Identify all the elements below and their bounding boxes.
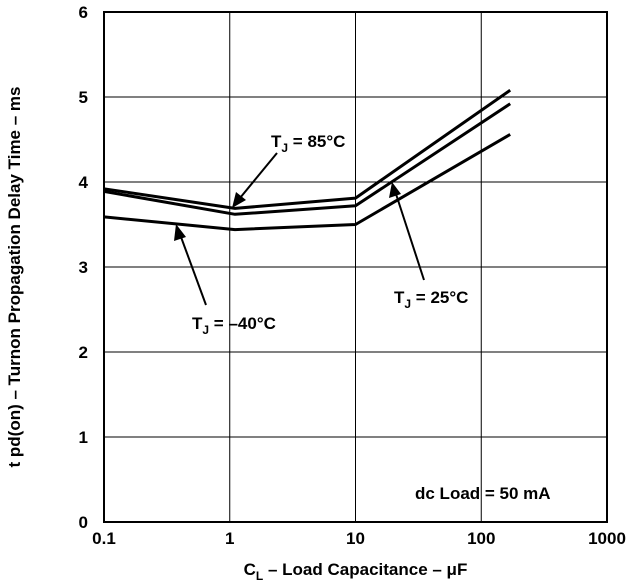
x-tick-label: 1 xyxy=(225,529,234,548)
x-tick-label: 100 xyxy=(467,529,495,548)
arrow-tj-85-head xyxy=(232,192,246,208)
x-axis-title-sub: L xyxy=(256,569,263,582)
y-axis-title: t pd(on) – Turnon Propagation Delay Time… xyxy=(5,87,24,468)
arrow-tj-minus-40-line xyxy=(180,236,207,306)
annotations: TJ = 85°C TJ = 25°C TJ = –40°C dc Load =… xyxy=(174,132,551,503)
annotation-tj-25: TJ = 25°C xyxy=(394,288,468,311)
plot-frame xyxy=(103,11,608,523)
x-axis-title-rest: – Load Capacitance – μF xyxy=(263,560,467,579)
series-line-2 xyxy=(103,133,511,232)
x-tick-label: 1000 xyxy=(588,529,626,548)
y-tick-label: 0 xyxy=(79,513,88,532)
x-axis-title-main: C xyxy=(244,560,256,579)
arrow-tj-25-line xyxy=(395,193,425,281)
annotation-tj-85: TJ = 85°C xyxy=(271,132,345,155)
arrow-tj-85-line xyxy=(239,152,278,199)
y-tick-label: 4 xyxy=(79,173,89,192)
arrow-tj-25-head xyxy=(389,182,401,198)
y-tick-label: 5 xyxy=(79,88,88,107)
x-axis-title: CL – Load Capacitance – μF xyxy=(244,560,468,582)
series-line-0 xyxy=(103,88,512,210)
grid xyxy=(104,12,607,522)
y-tick-label: 1 xyxy=(79,428,88,447)
y-tick-label: 3 xyxy=(79,258,88,277)
annotation-dc-load: dc Load = 50 mA xyxy=(415,484,551,503)
arrow-tj-minus-40-head xyxy=(174,224,186,241)
series-group xyxy=(103,88,512,232)
annotation-tj-minus-40: TJ = –40°C xyxy=(192,314,276,337)
series-line-1 xyxy=(103,102,512,216)
y-tick-label: 6 xyxy=(79,3,88,22)
y-tick-label: 2 xyxy=(79,343,88,362)
tick-labels: 0.1 1 10 100 1000 0 1 2 3 4 5 6 xyxy=(79,3,626,548)
x-tick-label: 10 xyxy=(346,529,365,548)
x-tick-label: 0.1 xyxy=(92,529,116,548)
